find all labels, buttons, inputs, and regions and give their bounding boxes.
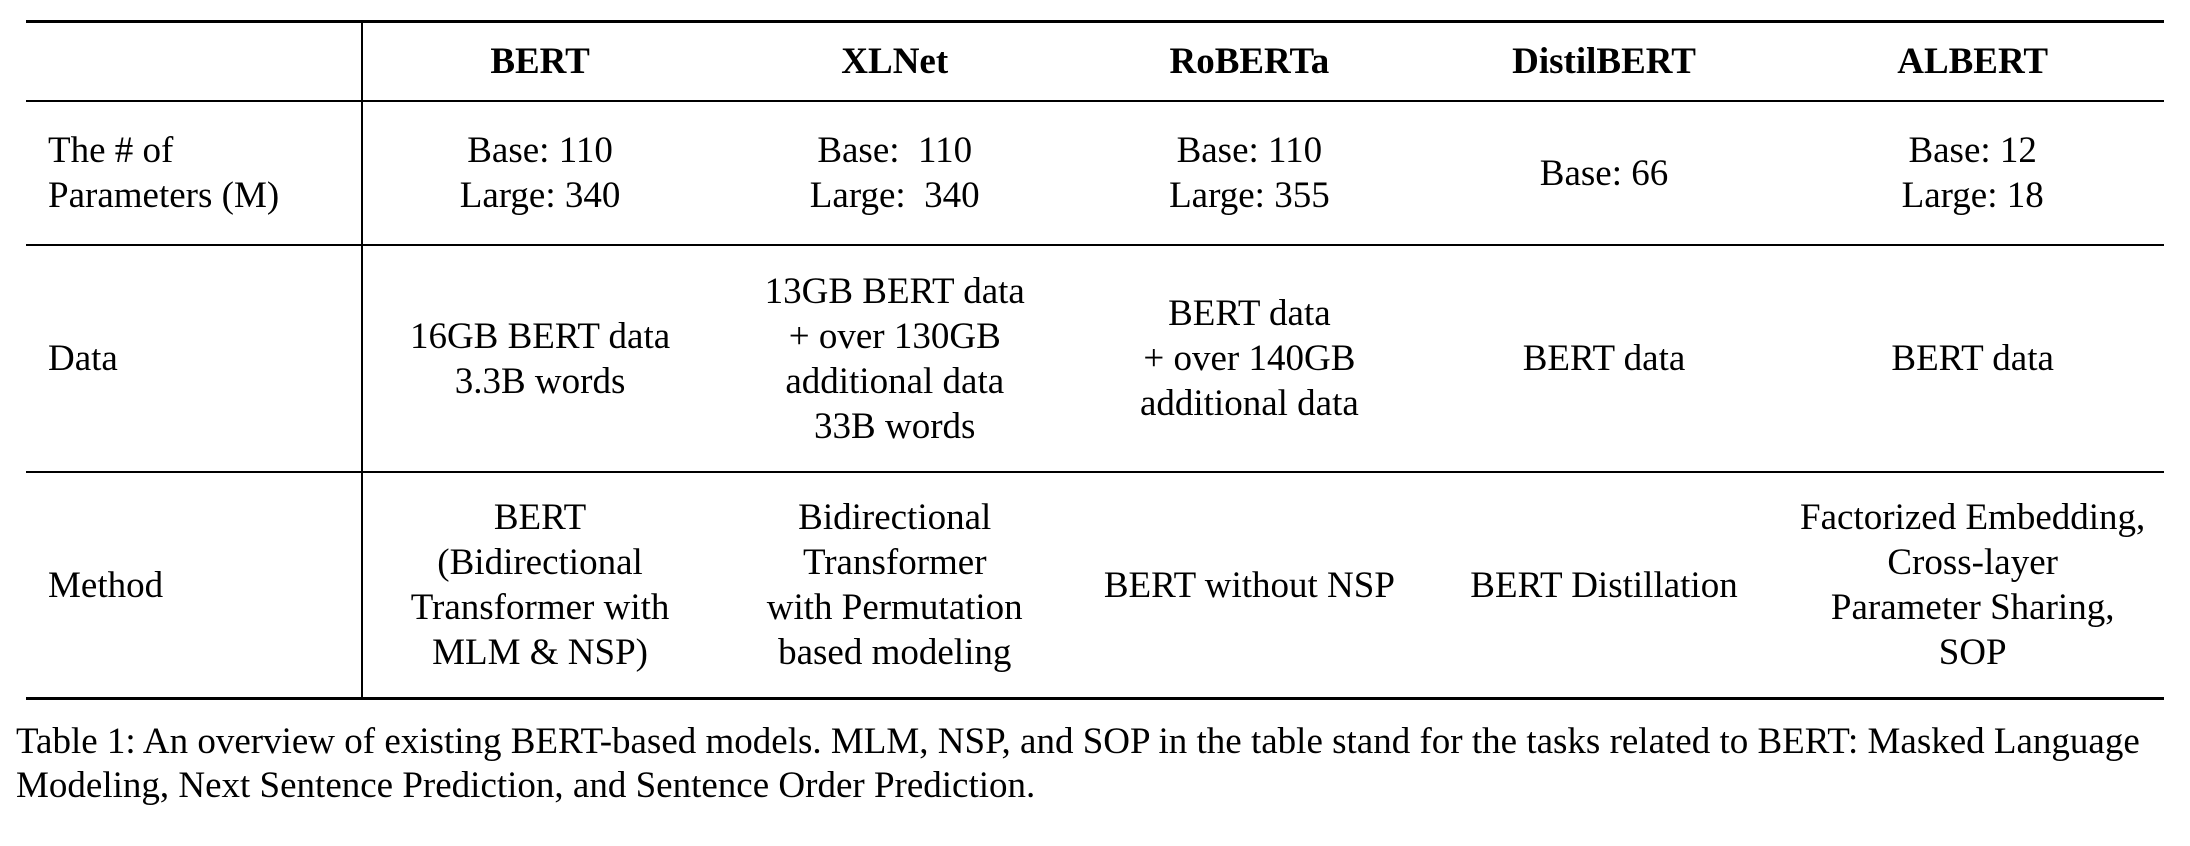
table-cell: Base: 110 Large: 355 bbox=[1169, 130, 1330, 216]
column-header-distilbert: DistilBERT bbox=[1512, 41, 1696, 82]
column-header-bert: BERT bbox=[490, 41, 590, 82]
column-header-xlnet: XLNet bbox=[841, 41, 949, 82]
row-header-data: Data bbox=[26, 245, 363, 472]
models-table: BERT XLNet RoBERTa DistilBERT ALBERT The… bbox=[26, 20, 2164, 700]
table-cell: BERT data bbox=[1522, 338, 1686, 379]
table-cell: BERT without NSP bbox=[1103, 564, 1395, 606]
table-cell: BERT data bbox=[1891, 338, 2054, 379]
table-cell: Factorized Embedding, Cross-layer Parame… bbox=[1800, 497, 2146, 673]
table-cell: Base: 110 Large: 340 bbox=[809, 130, 980, 216]
table-row-method: Method BERT (Bidirectional Transformer w… bbox=[26, 472, 2164, 699]
column-header-roberta: RoBERTa bbox=[1169, 41, 1330, 82]
table-cell: BERT Distillation bbox=[1470, 564, 1738, 606]
table-cell: 13GB BERT data + over 130GB additional d… bbox=[764, 270, 1025, 447]
table-cell: Bidirectional Transformer with Permutati… bbox=[766, 497, 1023, 673]
row-header-parameters: The # of Parameters (M) bbox=[26, 101, 363, 245]
table-cell: Base: 66 bbox=[1539, 152, 1669, 194]
table-cell: 16GB BERT data 3.3B words bbox=[409, 315, 671, 402]
table-row-data: Data 16GB BERT data 3.3B words 13GB BERT… bbox=[26, 245, 2164, 472]
table-cell: Base: 12 Large: 18 bbox=[1901, 130, 2044, 216]
column-header-albert: ALBERT bbox=[1897, 41, 2049, 82]
table-cell: Base: 110 Large: 340 bbox=[459, 130, 621, 216]
table-cell: BERT (Bidirectional Transformer with MLM… bbox=[410, 497, 670, 673]
header-row: BERT XLNet RoBERTa DistilBERT ALBERT bbox=[26, 21, 2164, 101]
table-cell: BERT data + over 140GB additional data bbox=[1139, 293, 1359, 424]
corner-cell bbox=[26, 21, 363, 101]
row-header-method: Method bbox=[26, 472, 363, 699]
table-caption: Table 1: An overview of existing BERT-ba… bbox=[16, 721, 2140, 806]
table-row-parameters: The # of Parameters (M) Base: 110 Large:… bbox=[26, 101, 2164, 245]
